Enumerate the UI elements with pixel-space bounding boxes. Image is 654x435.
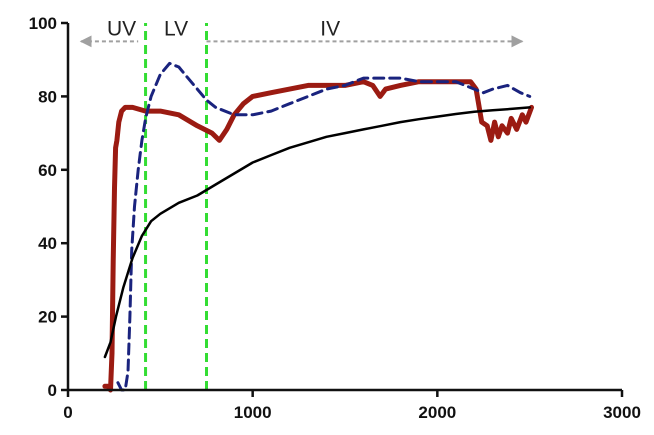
series-group <box>102 61 534 393</box>
x-tick-label: 1000 <box>234 403 272 422</box>
y-tick-label: 0 <box>48 381 57 400</box>
x-tick-label: 3000 <box>603 403 641 422</box>
region-label-iv: IV <box>320 18 340 41</box>
y-tick-label: 60 <box>38 161 57 180</box>
series-line-2 <box>116 61 532 392</box>
y-tick-label: 80 <box>38 87 57 106</box>
region-label-lv: LV <box>164 18 188 41</box>
region-boundaries <box>144 23 208 390</box>
region-label-uv: UV <box>107 18 136 41</box>
x-tick-label: 2000 <box>418 403 456 422</box>
y-tick-label: 40 <box>38 234 57 253</box>
y-tick-label: 100 <box>29 14 57 33</box>
series-line-3 <box>103 106 531 359</box>
series-line-1 <box>102 79 534 393</box>
region-annotations: UV LV IV <box>79 18 524 48</box>
x-tick-label: 0 <box>63 403 72 422</box>
y-tick-label: 20 <box>38 308 57 327</box>
